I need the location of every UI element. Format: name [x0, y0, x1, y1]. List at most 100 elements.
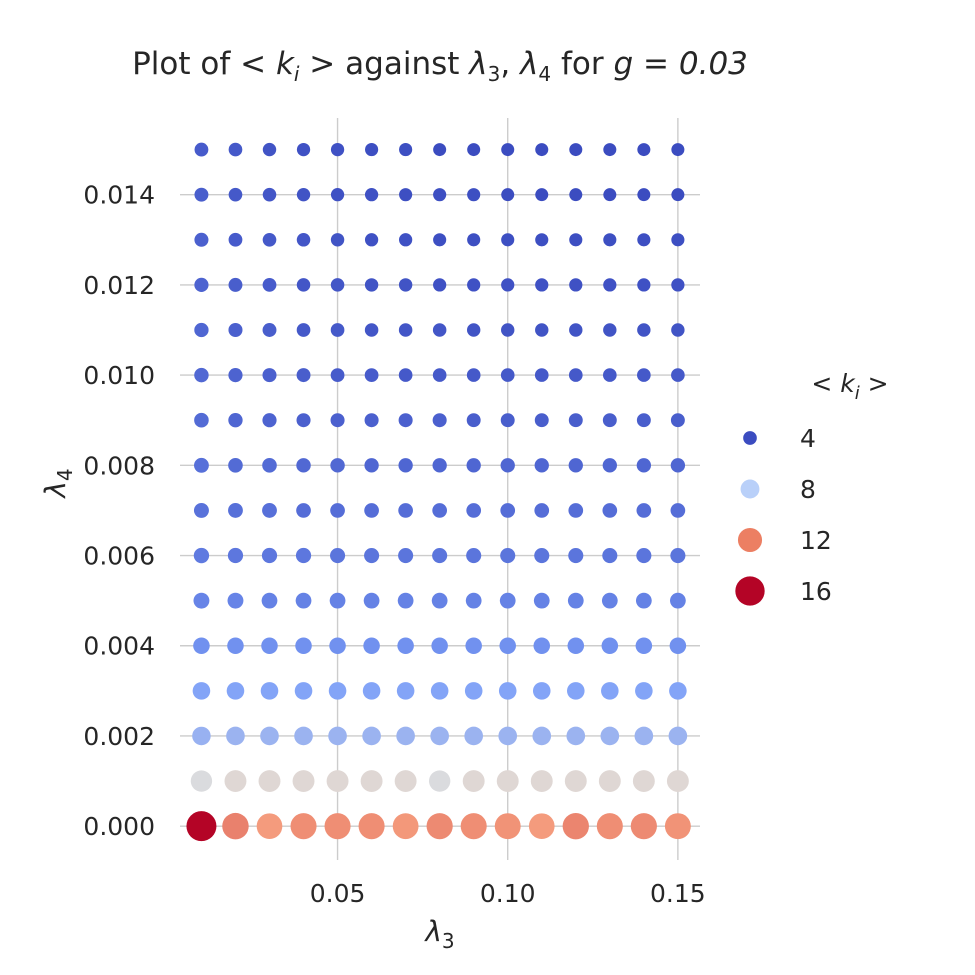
data-point	[635, 637, 653, 655]
data-point	[534, 503, 550, 518]
data-point	[396, 682, 415, 700]
data-point	[501, 233, 515, 247]
x-tick-labels: 0.05 0.10 0.15	[310, 879, 706, 908]
data-point	[295, 592, 312, 609]
data-point	[328, 682, 347, 700]
data-point	[330, 142, 345, 157]
data-point	[398, 233, 413, 247]
data-point	[262, 187, 277, 202]
data-point	[568, 368, 583, 382]
data-point	[426, 813, 453, 840]
data-point	[568, 458, 583, 473]
data-point	[669, 682, 687, 700]
data-point	[190, 770, 213, 792]
data-point	[637, 368, 651, 382]
data-point	[364, 458, 379, 473]
data-point	[398, 458, 413, 473]
data-point	[671, 323, 685, 337]
data-point	[534, 458, 549, 473]
data-point	[295, 637, 312, 655]
data-point	[466, 368, 481, 382]
data-point	[294, 726, 313, 746]
data-point	[602, 503, 618, 518]
data-point	[603, 233, 617, 247]
data-point	[362, 682, 381, 700]
data-point	[329, 592, 346, 609]
data-point	[501, 188, 515, 202]
data-point	[394, 770, 417, 793]
data-point	[330, 458, 345, 473]
data-point	[364, 503, 379, 518]
y-tick-label: 0.008	[83, 451, 155, 480]
legend: < ki > 4 8 12 16	[735, 369, 889, 606]
data-point	[228, 187, 243, 202]
data-point	[671, 233, 685, 247]
data-point	[564, 770, 587, 793]
data-point	[569, 188, 583, 202]
data-point	[568, 547, 584, 564]
data-point	[228, 503, 243, 518]
data-point	[467, 143, 481, 157]
data-point	[433, 188, 447, 202]
data-point	[464, 726, 484, 746]
legend-marker	[740, 479, 760, 499]
data-point	[664, 813, 691, 840]
data-point	[466, 547, 482, 564]
data-point	[194, 232, 209, 247]
data-point	[296, 458, 311, 473]
data-point	[261, 637, 278, 655]
data-point	[228, 142, 243, 157]
data-point	[296, 278, 311, 292]
data-point	[398, 323, 413, 337]
data-point	[632, 770, 655, 793]
data-point	[396, 726, 415, 746]
data-point	[326, 770, 349, 793]
data-point	[433, 143, 447, 157]
data-point	[330, 323, 345, 337]
data-point	[256, 813, 283, 840]
data-point	[222, 812, 249, 840]
data-point	[464, 682, 483, 700]
data-point	[465, 592, 482, 609]
data-point	[637, 188, 651, 202]
data-point	[392, 813, 419, 840]
data-point	[226, 726, 245, 746]
data-point	[194, 187, 209, 202]
data-point	[228, 322, 243, 338]
data-point	[296, 368, 311, 383]
data-point	[398, 368, 413, 382]
data-point	[360, 770, 383, 793]
data-point	[294, 682, 313, 700]
data-point	[499, 592, 516, 609]
data-point	[364, 413, 379, 428]
data-point	[532, 682, 551, 700]
data-point	[362, 726, 381, 746]
data-point	[533, 637, 551, 655]
data-point	[324, 813, 351, 840]
data-point	[500, 368, 515, 382]
data-point	[466, 413, 481, 428]
data-point	[671, 143, 685, 157]
data-point	[602, 458, 617, 473]
data-point	[603, 323, 617, 337]
legend-label: 12	[800, 526, 832, 555]
data-point	[260, 726, 279, 746]
data-point	[528, 813, 555, 840]
data-point	[228, 458, 243, 473]
y-tick-label: 0.010	[83, 361, 155, 390]
chart-title: Plot of < ki > against λ3, λ4 for g = 0.…	[132, 46, 748, 86]
data-point	[568, 503, 584, 518]
data-point	[535, 143, 549, 157]
data-point	[228, 368, 243, 383]
data-point	[670, 458, 686, 473]
data-point	[329, 637, 346, 655]
data-point	[636, 547, 652, 564]
data-point	[432, 503, 448, 518]
data-point	[330, 233, 345, 247]
data-point	[295, 547, 312, 564]
data-point	[296, 503, 311, 518]
data-point	[635, 682, 653, 700]
data-point	[194, 412, 209, 428]
data-point	[501, 143, 515, 157]
data-point	[364, 233, 379, 247]
